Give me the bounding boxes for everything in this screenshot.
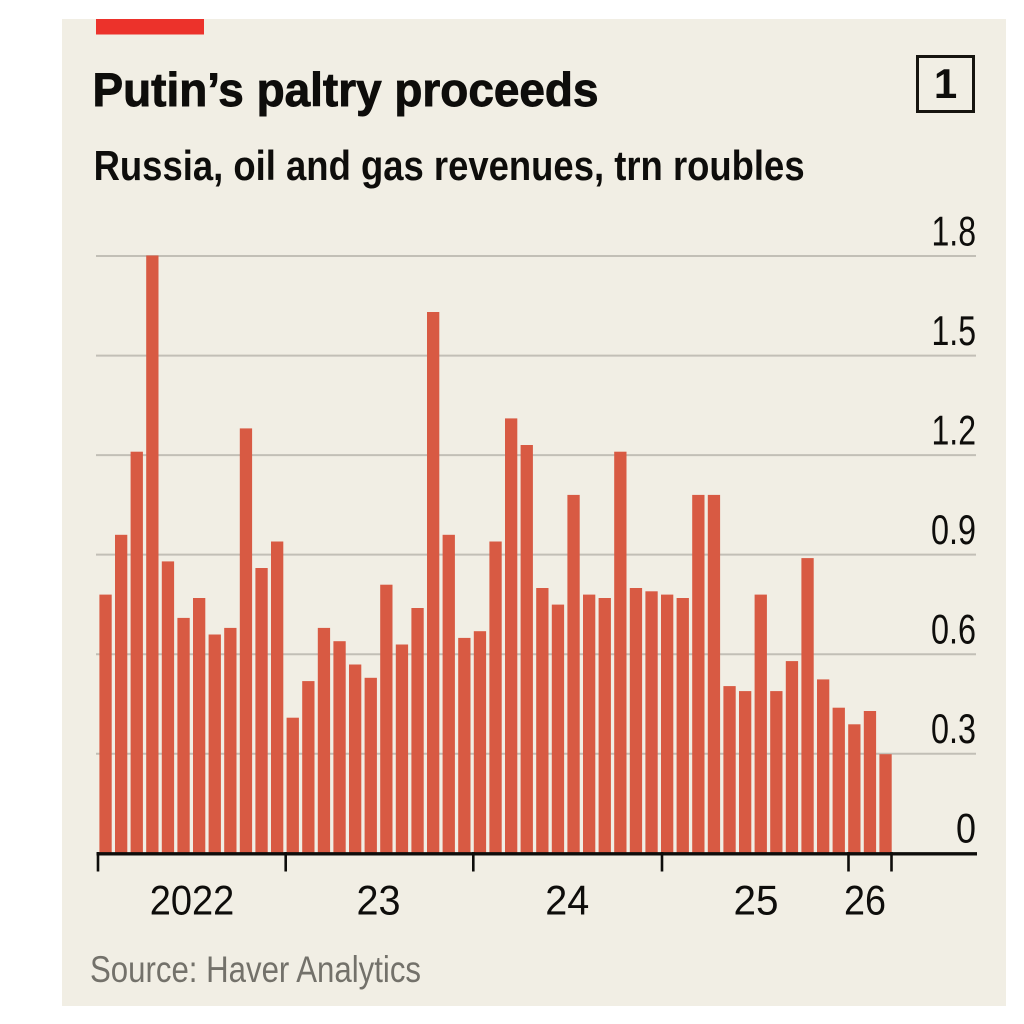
svg-text:24: 24 <box>545 877 589 924</box>
svg-text:0: 0 <box>956 805 976 852</box>
svg-text:1: 1 <box>934 60 957 107</box>
svg-text:0.9: 0.9 <box>931 506 976 553</box>
svg-text:2022: 2022 <box>150 877 235 924</box>
svg-text:1.5: 1.5 <box>932 307 977 354</box>
svg-text:Source: Haver Analytics: Source: Haver Analytics <box>90 948 421 990</box>
svg-text:Putin’s paltry proceeds: Putin’s paltry proceeds <box>93 64 599 117</box>
svg-text:Russia, oil and gas revenues,: Russia, oil and gas revenues, trn rouble… <box>94 142 805 189</box>
svg-text:1.8: 1.8 <box>932 207 977 254</box>
svg-text:26: 26 <box>844 877 886 924</box>
svg-text:0.6: 0.6 <box>931 606 976 653</box>
svg-text:25: 25 <box>734 877 779 924</box>
svg-text:23: 23 <box>357 877 401 924</box>
svg-text:1.2: 1.2 <box>932 407 977 454</box>
svg-text:0.3: 0.3 <box>931 705 976 752</box>
